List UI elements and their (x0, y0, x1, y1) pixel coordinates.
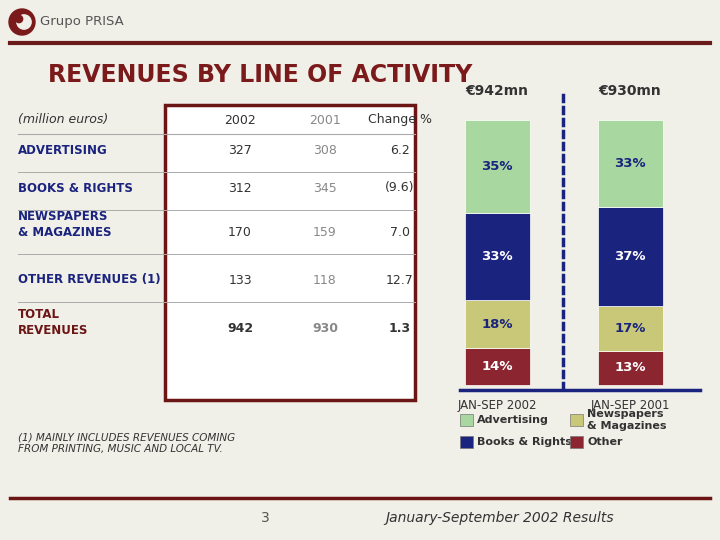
Text: Advertising: Advertising (477, 415, 549, 425)
Text: 327: 327 (228, 144, 252, 157)
Text: 13%: 13% (614, 361, 646, 374)
Text: Books & Rights: Books & Rights (477, 437, 572, 447)
Text: (million euros): (million euros) (18, 113, 108, 126)
Text: BOOKS & RIGHTS: BOOKS & RIGHTS (18, 181, 133, 194)
Text: 12.7: 12.7 (386, 273, 414, 287)
Text: 6.2: 6.2 (390, 144, 410, 157)
Bar (464, 300, 529, 348)
Text: 930: 930 (312, 321, 338, 334)
Text: 133: 133 (228, 273, 252, 287)
Text: 17%: 17% (614, 321, 646, 334)
Text: JAN-SEP 2002: JAN-SEP 2002 (457, 399, 536, 411)
Text: 170: 170 (228, 226, 252, 239)
Text: 345: 345 (313, 181, 337, 194)
Text: €930mn: €930mn (598, 84, 662, 98)
Text: €942mn: €942mn (466, 84, 528, 98)
Bar (598, 120, 662, 207)
Text: 312: 312 (228, 181, 252, 194)
Text: 308: 308 (313, 144, 337, 157)
Circle shape (15, 15, 22, 23)
FancyBboxPatch shape (165, 105, 415, 400)
Bar (570, 436, 583, 448)
Bar (460, 436, 473, 448)
Text: 18%: 18% (481, 318, 513, 330)
Text: ADVERTISING: ADVERTISING (18, 144, 108, 157)
Bar (598, 306, 662, 350)
Bar (464, 213, 529, 300)
Text: 35%: 35% (481, 160, 513, 173)
Text: TOTAL
REVENUES: TOTAL REVENUES (18, 307, 89, 336)
Text: OTHER REVENUES (1): OTHER REVENUES (1) (18, 273, 161, 287)
Bar (464, 120, 529, 213)
Text: 2001: 2001 (309, 113, 341, 126)
Text: JAN-SEP 2001: JAN-SEP 2001 (590, 399, 670, 411)
Text: 7.0: 7.0 (390, 226, 410, 239)
Bar (460, 414, 473, 426)
Text: 1.3: 1.3 (389, 321, 411, 334)
Text: 118: 118 (313, 273, 337, 287)
Text: 33%: 33% (614, 157, 646, 170)
Text: 2002: 2002 (224, 113, 256, 126)
Text: (9.6): (9.6) (385, 181, 415, 194)
Text: 3: 3 (261, 511, 269, 525)
Text: 33%: 33% (481, 250, 513, 263)
Text: Change %: Change % (368, 113, 432, 126)
Text: Other: Other (587, 437, 623, 447)
Text: REVENUES BY LINE OF ACTIVITY: REVENUES BY LINE OF ACTIVITY (48, 63, 472, 87)
Bar (598, 207, 662, 306)
Text: 159: 159 (313, 226, 337, 239)
Text: 37%: 37% (614, 250, 646, 263)
Circle shape (9, 9, 35, 35)
Text: 942: 942 (227, 321, 253, 334)
Text: (1) MAINLY INCLUDES REVENUES COMING
FROM PRINTING, MUSIC AND LOCAL TV.: (1) MAINLY INCLUDES REVENUES COMING FROM… (18, 432, 235, 454)
Text: Newspapers
& Magazines: Newspapers & Magazines (587, 409, 667, 431)
Bar (464, 348, 529, 385)
Bar (598, 350, 662, 385)
Text: NEWSPAPERS
& MAGAZINES: NEWSPAPERS & MAGAZINES (18, 211, 112, 240)
Text: 14%: 14% (481, 360, 513, 373)
Text: Grupo PRISA: Grupo PRISA (40, 16, 124, 29)
Circle shape (17, 15, 31, 29)
Bar (570, 414, 583, 426)
Text: January-September 2002 Results: January-September 2002 Results (386, 511, 614, 525)
